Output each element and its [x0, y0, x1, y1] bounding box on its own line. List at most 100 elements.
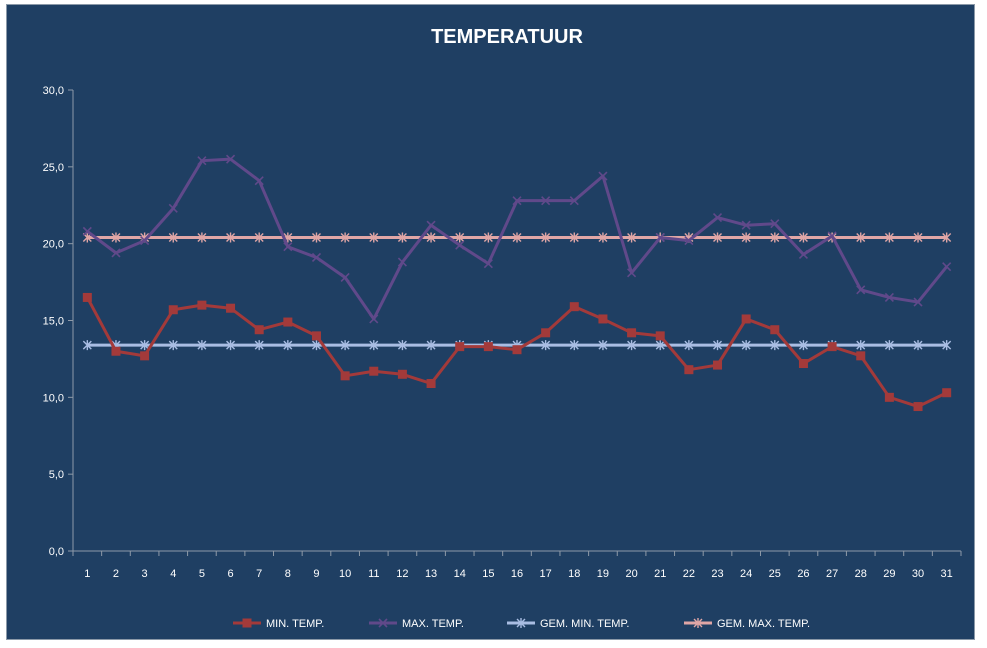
legend-label: MIN. TEMP.	[266, 618, 324, 630]
x-tick-label: 1	[84, 568, 90, 580]
data-point	[598, 232, 608, 243]
data-point	[541, 232, 551, 243]
data-point	[283, 242, 293, 252]
data-point	[684, 365, 694, 375]
series-3	[82, 232, 952, 243]
legend-marker	[378, 618, 388, 628]
data-point	[569, 196, 579, 206]
data-point	[369, 366, 379, 376]
series-layer	[82, 154, 952, 412]
data-point	[942, 262, 952, 272]
data-point	[311, 232, 321, 243]
x-tick-label: 27	[826, 568, 838, 580]
data-point	[684, 236, 694, 246]
chart-title: TEMPERATUUR	[431, 26, 583, 48]
x-tick-label: 21	[654, 568, 666, 580]
data-point	[741, 232, 751, 243]
data-point	[913, 402, 923, 412]
data-point	[111, 232, 121, 243]
data-point	[397, 369, 407, 379]
data-point	[340, 232, 350, 243]
data-point	[913, 340, 923, 351]
data-point	[483, 232, 493, 243]
data-point	[111, 346, 121, 356]
x-tick-label: 7	[256, 568, 262, 580]
data-point	[340, 340, 350, 351]
data-point	[627, 328, 637, 338]
data-point	[541, 328, 551, 338]
x-tick-label: 15	[482, 568, 494, 580]
legend-label: MAX. TEMP.	[402, 618, 464, 630]
x-tick-label: 5	[199, 568, 205, 580]
x-tick-label: 10	[339, 568, 351, 580]
data-point	[226, 303, 236, 313]
y-tick-label: 25,0	[43, 162, 64, 174]
data-point	[168, 340, 178, 351]
data-point	[713, 360, 723, 370]
x-tick-label: 22	[683, 568, 695, 580]
x-tick-label: 30	[912, 568, 924, 580]
data-point	[254, 325, 264, 335]
data-point	[741, 340, 751, 351]
data-point	[856, 351, 866, 361]
data-point	[569, 302, 579, 312]
data-point	[798, 249, 809, 259]
data-point	[226, 232, 236, 243]
x-tick-label: 24	[740, 568, 752, 580]
data-point	[541, 340, 551, 351]
data-point	[168, 203, 178, 213]
data-point	[512, 345, 522, 355]
data-point	[397, 340, 407, 351]
legend-entry: MAX. TEMP.	[369, 618, 464, 630]
data-point	[369, 314, 379, 324]
data-point	[283, 317, 293, 327]
data-point	[569, 232, 579, 243]
data-point	[884, 232, 894, 243]
x-tick-label: 2	[113, 568, 119, 580]
series-0	[82, 292, 952, 412]
x-tick-label: 25	[769, 568, 781, 580]
data-point	[426, 220, 436, 230]
data-point	[168, 232, 178, 243]
legend-entry: GEM. MIN. TEMP.	[507, 618, 629, 630]
data-point	[197, 340, 207, 351]
data-point	[197, 156, 207, 166]
data-point	[512, 196, 522, 206]
x-tick-label: 14	[454, 568, 466, 580]
data-point	[827, 231, 837, 241]
data-point	[684, 340, 694, 351]
data-point	[827, 342, 837, 352]
x-tick-label: 31	[941, 568, 953, 580]
data-point	[741, 220, 751, 230]
data-point	[798, 359, 808, 369]
data-point	[913, 232, 923, 243]
data-point	[569, 340, 579, 351]
data-point	[942, 232, 952, 243]
data-point	[541, 196, 551, 206]
data-point	[197, 300, 207, 310]
y-tick-label: 20,0	[43, 239, 64, 251]
data-point	[140, 340, 150, 351]
data-point	[798, 232, 808, 243]
x-tick-label: 8	[285, 568, 291, 580]
y-tick-label: 10,0	[43, 392, 64, 404]
data-point	[140, 351, 150, 361]
data-point	[82, 340, 92, 351]
data-point	[712, 212, 723, 223]
data-point	[82, 226, 92, 236]
x-tick-label: 18	[568, 568, 580, 580]
x-tick-label: 16	[511, 568, 523, 580]
data-point	[340, 371, 350, 381]
data-point	[798, 340, 808, 351]
data-point	[283, 340, 293, 351]
chart-frame: TEMPERATUUR 0,0 5,0 10,0 15,0 20,0 25,0 30,0 1 2…	[6, 4, 975, 640]
x-tick-label: 13	[425, 568, 437, 580]
data-point	[311, 252, 322, 263]
data-point	[884, 292, 894, 303]
data-point	[426, 232, 436, 243]
legend: MIN. TEMP. MAX. TEMP. GEM. MIN. TEMP. GEM. …	[233, 618, 810, 630]
data-point	[856, 285, 866, 295]
data-point	[884, 340, 894, 351]
series-1	[82, 154, 952, 324]
data-point	[483, 342, 493, 352]
